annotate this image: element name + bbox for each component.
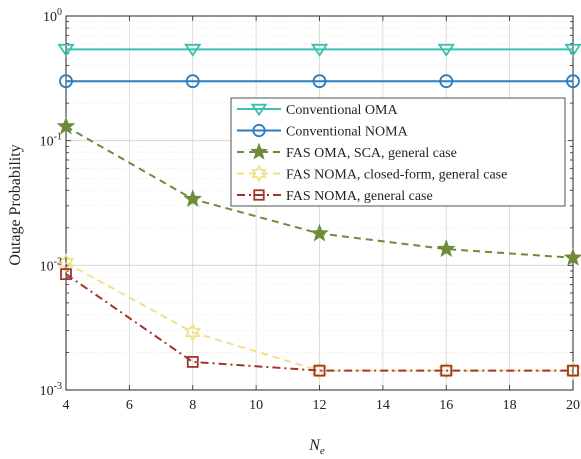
marker-star: [250, 142, 268, 160]
marker-star: [183, 189, 203, 208]
x-tick-label: 4: [63, 398, 70, 413]
legend-box: [230, 97, 566, 207]
x-tick-label: 14: [376, 398, 390, 413]
marker-triangle-down: [310, 43, 329, 57]
marker-hexagram: [311, 361, 328, 380]
x-axis-label-main: N: [308, 437, 321, 454]
marker-triangle-down: [564, 43, 581, 57]
series-1: [57, 43, 581, 57]
marker-square: [567, 364, 579, 377]
legend-entry: FAS OMA, SCA, general case: [237, 142, 457, 161]
marker-triangle-down: [437, 43, 455, 57]
marker-circle: [439, 74, 454, 89]
legend-entry: Conventional NOMA: [237, 123, 409, 140]
marker-triangle-down: [57, 43, 75, 57]
axis-ticks: [65, 15, 574, 391]
x-axis-label: Ne: [308, 437, 325, 457]
marker-circle: [185, 74, 200, 89]
marker-square: [60, 268, 72, 281]
series-5: [60, 268, 579, 377]
marker-hexagram: [184, 323, 201, 342]
marker-circle: [566, 74, 580, 89]
y-axis-label: Outage Probability: [7, 144, 24, 265]
marker-square: [253, 189, 265, 201]
marker-star: [436, 239, 456, 258]
legend: Conventional OMA Conventional NOMA FAS OMA…: [230, 97, 566, 207]
marker-hexagram: [438, 361, 455, 380]
marker-triangle-down: [184, 43, 202, 57]
marker-circle: [252, 123, 266, 138]
marker-square: [440, 364, 453, 377]
x-tick-label: 12: [313, 398, 327, 413]
x-tick-label: 20: [566, 398, 580, 413]
marker-circle: [59, 74, 73, 89]
x-tick-label: 10: [249, 398, 263, 413]
series-line: [65, 273, 573, 372]
legend-label: FAS NOMA, general case: [286, 189, 433, 204]
legend-label: Conventional OMA: [286, 103, 398, 118]
marker-triangle-down: [250, 103, 268, 117]
marker-hexagram: [251, 164, 267, 183]
x-tick-label: 16: [439, 398, 453, 413]
legend-entry: FAS NOMA, closed-form, general case: [237, 164, 507, 183]
legend-entries: Conventional OMA Conventional NOMA FAS OMA…: [237, 103, 507, 204]
marker-circle: [312, 74, 327, 89]
marker-star: [56, 116, 76, 135]
y-tick-label: 10-2: [40, 256, 62, 274]
series-3: [56, 116, 581, 266]
marker-star: [563, 247, 581, 266]
marker-square: [313, 364, 326, 377]
marker-square: [186, 356, 199, 368]
x-tick-label: 6: [126, 398, 133, 413]
legend-entry: Conventional OMA: [237, 103, 398, 118]
x-tick-label: 18: [503, 398, 517, 413]
tick-labels: 4 6 8 10 12 14 16 18 20 100 10-1 10-2 10-3: [40, 7, 580, 413]
series-group: [56, 43, 581, 380]
marker-star: [310, 223, 329, 242]
marker-hexagram: [564, 361, 581, 380]
legend-entry: FAS NOMA, general case: [237, 189, 433, 204]
y-tick-label: 100: [43, 7, 62, 25]
marker-hexagram: [57, 253, 75, 273]
legend-label: FAS OMA, SCA, general case: [286, 146, 457, 161]
legend-label: Conventional NOMA: [286, 125, 409, 140]
y-tick-label: 10-3: [40, 381, 62, 399]
legend-label: FAS NOMA, closed-form, general case: [286, 168, 507, 183]
y-tick-label: 10-1: [40, 132, 62, 150]
x-tick-label: 8: [189, 398, 196, 413]
series-2: [59, 74, 580, 89]
x-axis-label-subscript: e: [320, 445, 325, 457]
